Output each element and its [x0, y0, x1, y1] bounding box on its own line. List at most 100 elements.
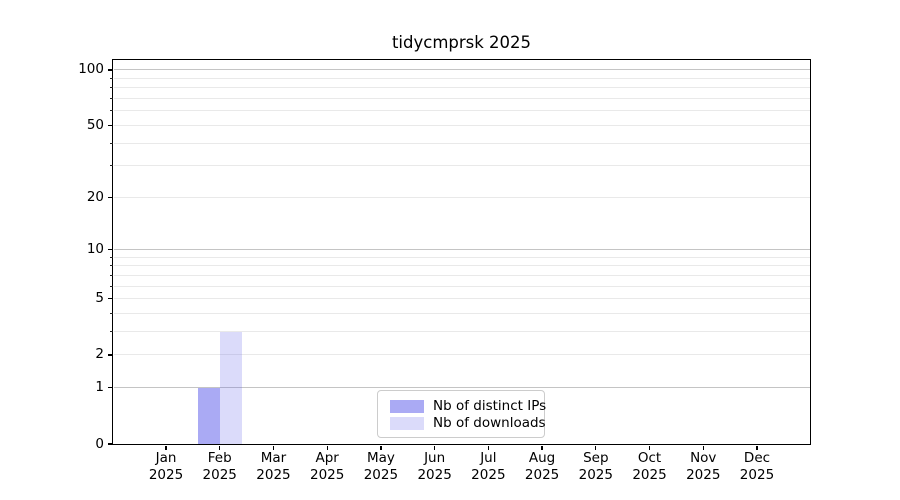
plot-frame	[112, 59, 811, 445]
y-tick-label: 100	[78, 61, 104, 78]
gridline-minor	[114, 124, 810, 126]
x-tick-month: Dec	[743, 450, 771, 466]
y-minor-tick-mark	[110, 285, 113, 287]
x-tick-month: Nov	[690, 450, 717, 466]
gridline-minor	[114, 98, 810, 100]
x-tick-year: 2025	[739, 466, 775, 483]
x-tick-year: 2025	[578, 466, 613, 483]
y-tick-mark	[108, 387, 113, 389]
x-tick-month: Jun	[424, 450, 446, 466]
x-tick-label: Feb 2025	[188, 450, 252, 483]
gridline-minor	[114, 110, 810, 112]
y-tick-label: 10	[86, 241, 104, 258]
x-tick-year: 2025	[202, 466, 237, 483]
y-minor-tick-mark	[110, 110, 113, 112]
y-minor-tick-mark	[110, 313, 113, 315]
y-tick-label: 5	[95, 290, 104, 307]
x-tick-label: Nov 2025	[671, 450, 735, 483]
y-tick-mark	[108, 443, 113, 445]
y-tick-mark	[108, 124, 113, 126]
x-tick-month: May	[366, 450, 395, 466]
x-tick-year: 2025	[686, 466, 721, 483]
y-minor-tick-mark	[110, 87, 113, 89]
legend-swatch-distinct-ips	[390, 400, 424, 413]
y-minor-tick-mark	[110, 256, 113, 258]
y-tick-label: 2	[95, 346, 104, 363]
legend-label-distinct-ips: Nb of distinct IPs	[433, 398, 547, 414]
x-tick-month: Sep	[583, 450, 609, 466]
legend-item-downloads: Nb of downloads	[390, 415, 546, 432]
x-tick-mark	[326, 445, 328, 450]
y-minor-tick-mark	[110, 165, 113, 167]
x-tick-mark	[702, 445, 704, 450]
gridline-minor	[114, 77, 810, 79]
y-tick-mark	[108, 196, 113, 198]
y-tick-mark	[108, 354, 113, 356]
gridline-minor	[114, 354, 810, 356]
y-tick-mark	[108, 298, 113, 300]
y-tick-label: 0	[95, 435, 104, 452]
x-tick-year: 2025	[524, 466, 560, 483]
y-minor-tick-mark	[110, 274, 113, 276]
x-tick-mark	[272, 445, 275, 450]
y-minor-tick-mark	[110, 142, 113, 144]
x-tick-label: Apr 2025	[295, 450, 359, 483]
x-tick-mark	[595, 445, 597, 450]
x-tick-year: 2025	[148, 466, 184, 483]
x-tick-month: Apr	[315, 450, 339, 466]
gridline-minor	[114, 256, 810, 258]
gridline-minor	[114, 87, 810, 89]
x-tick-mark	[487, 445, 489, 450]
x-tick-month: Oct	[637, 450, 662, 466]
legend-item-distinct-ips: Nb of distinct IPs	[390, 398, 547, 415]
y-tick-mark	[108, 69, 113, 71]
y-tick-label: 1	[95, 379, 104, 396]
x-tick-mark	[165, 445, 167, 450]
x-tick-label: May 2025	[349, 450, 413, 483]
gridline-minor	[114, 274, 810, 276]
y-minor-tick-mark	[110, 77, 113, 79]
gridline-minor	[114, 265, 810, 267]
x-tick-label: Jun 2025	[403, 450, 467, 483]
x-tick-mark	[380, 445, 382, 450]
legend: Nb of distinct IPs Nb of downloads	[377, 390, 547, 438]
x-tick-label: Jan 2025	[134, 450, 198, 483]
y-tick-label: 20	[86, 188, 104, 205]
x-tick-year: 2025	[363, 466, 399, 483]
y-minor-tick-mark	[110, 265, 113, 267]
gridline-decade	[114, 387, 810, 389]
x-tick-label: Dec 2025	[725, 450, 789, 483]
chart-title: tidycmprsk 2025	[391, 33, 532, 52]
y-tick-mark	[108, 249, 113, 251]
legend-swatch-downloads	[390, 417, 424, 430]
x-tick-year: 2025	[632, 466, 667, 483]
x-tick-month: Feb	[207, 450, 232, 466]
x-tick-label: Aug 2025	[510, 450, 574, 483]
x-tick-year: 2025	[471, 466, 506, 483]
x-tick-year: 2025	[256, 466, 291, 483]
y-tick-label: 50	[86, 116, 104, 133]
x-tick-mark	[541, 445, 543, 450]
x-tick-month: Aug	[528, 450, 556, 466]
x-tick-label: Sep 2025	[564, 450, 628, 483]
gridline-decade	[114, 249, 810, 251]
x-tick-label: Mar 2025	[241, 450, 305, 483]
x-tick-mark	[756, 445, 758, 450]
y-minor-tick-mark	[110, 331, 113, 333]
bar-nb-of-downloads-feb	[219, 331, 242, 445]
gridline-minor	[114, 165, 810, 167]
x-tick-month: Jul	[480, 450, 497, 466]
bar-nb-of-distinct-ips-feb	[197, 387, 220, 445]
x-tick-year: 2025	[417, 466, 452, 483]
x-tick-year: 2025	[309, 466, 345, 483]
gridline-minor	[114, 331, 810, 333]
gridline-minor	[114, 285, 810, 287]
gridline-minor	[114, 196, 810, 198]
x-tick-mark	[219, 445, 221, 450]
x-tick-label: Oct 2025	[618, 450, 682, 483]
y-minor-tick-mark	[110, 98, 113, 100]
legend-label-downloads: Nb of downloads	[433, 415, 546, 431]
gridline-minor	[114, 313, 810, 315]
x-tick-mark	[433, 445, 436, 450]
